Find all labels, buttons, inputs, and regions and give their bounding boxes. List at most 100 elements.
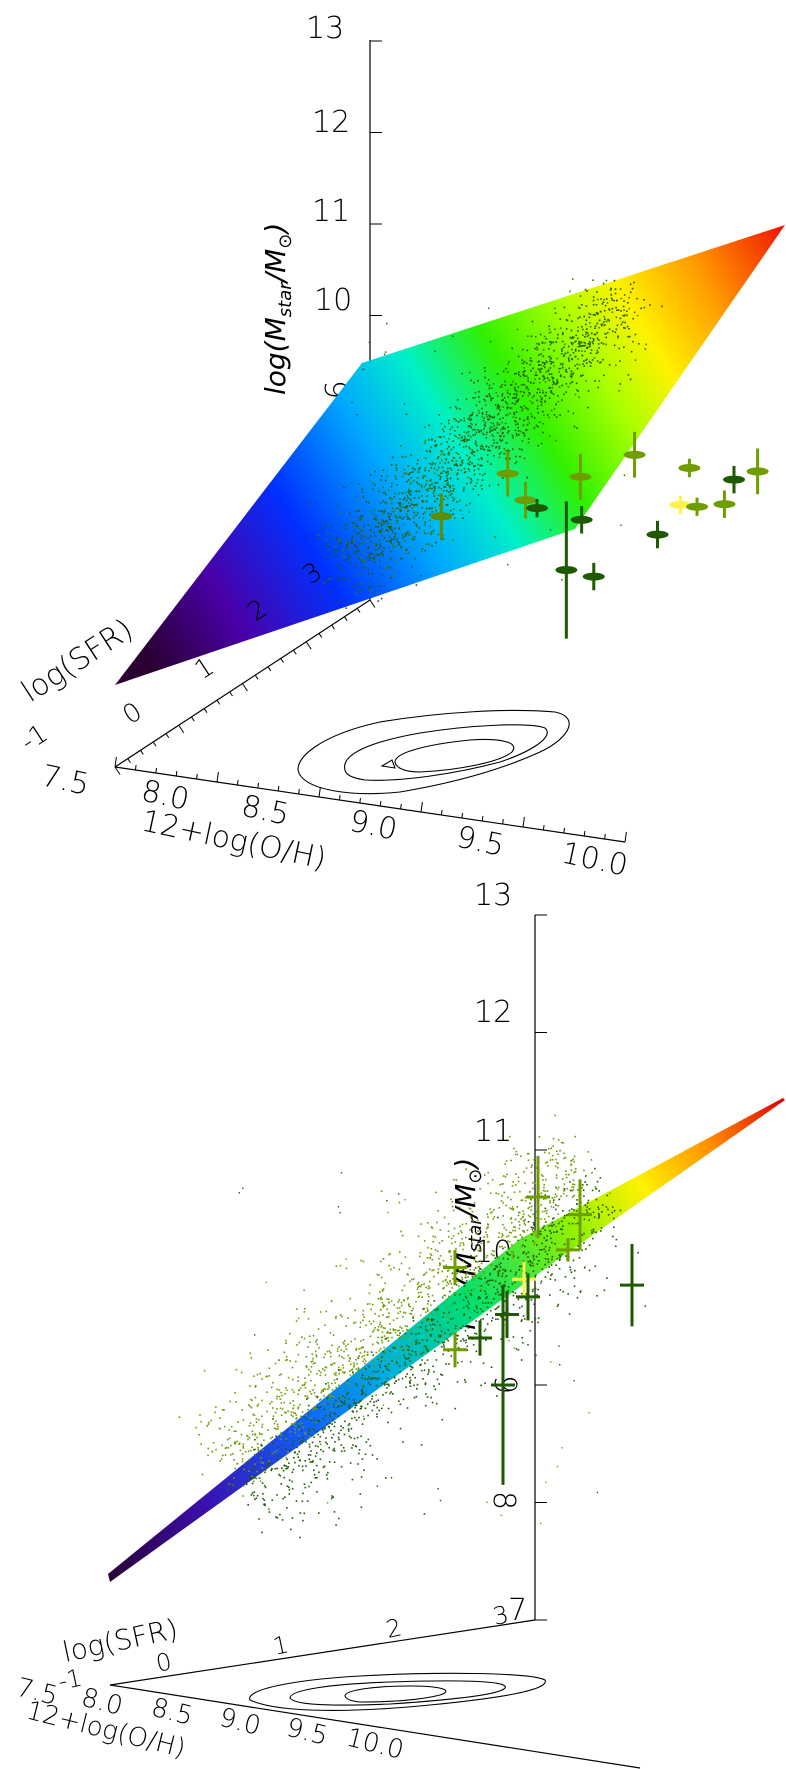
galaxy-dot xyxy=(617,336,619,339)
galaxy-dot xyxy=(299,1440,302,1443)
galaxy-dot xyxy=(376,1413,378,1415)
galaxy-dot xyxy=(340,538,342,540)
galaxy-dot xyxy=(561,1447,563,1449)
galaxy-dot xyxy=(391,482,393,485)
galaxy-dot xyxy=(456,1338,458,1340)
galaxy-dot xyxy=(278,1389,281,1391)
galaxy-dot xyxy=(556,1188,559,1191)
galaxy-dot xyxy=(465,445,467,448)
galaxy-dot xyxy=(378,1349,381,1352)
galaxy-dot xyxy=(526,418,528,420)
galaxy-dot xyxy=(552,380,554,383)
galaxy-dot xyxy=(323,1395,325,1397)
galaxy-dot xyxy=(619,383,622,385)
galaxy-dot xyxy=(328,1397,331,1399)
galaxy-dot xyxy=(515,401,518,403)
galaxy-dot xyxy=(403,497,406,499)
galaxy-dot xyxy=(368,587,370,590)
galaxy-dot xyxy=(502,406,504,408)
galaxy-dot xyxy=(305,1417,308,1420)
galaxy-dot xyxy=(449,477,452,480)
galaxy-dot xyxy=(469,1269,471,1271)
galaxy-dot xyxy=(353,530,356,532)
galaxy-dot xyxy=(589,341,591,344)
galaxy-dot xyxy=(338,1384,340,1387)
galaxy-dot xyxy=(341,1401,343,1403)
galaxy-dot xyxy=(237,1421,239,1423)
galaxy-dot xyxy=(400,1301,403,1304)
galaxy-dot xyxy=(422,513,425,515)
galaxy-dot xyxy=(484,400,487,402)
galaxy-dot xyxy=(427,1222,429,1224)
galaxy-dot xyxy=(396,1329,399,1332)
galaxy-dot xyxy=(485,411,488,413)
galaxy-dot xyxy=(230,1444,232,1447)
galaxy-dot xyxy=(441,428,444,431)
galaxy-dot xyxy=(430,1318,433,1321)
galaxy-dot xyxy=(480,1249,482,1252)
galaxy-dot xyxy=(588,316,591,319)
galaxy-dot xyxy=(306,1414,308,1417)
galaxy-dot xyxy=(361,1392,363,1395)
galaxy-dot xyxy=(552,393,555,395)
galaxy-dot xyxy=(474,433,477,436)
galaxy-dot xyxy=(454,434,456,437)
galaxy-dot xyxy=(434,444,436,447)
galaxy-dot xyxy=(329,1355,332,1358)
oh-tick-label: 9.5 xyxy=(453,820,507,864)
galaxy-dot xyxy=(419,1252,422,1254)
galaxy-dot xyxy=(404,532,406,535)
galaxy-dot xyxy=(327,1384,330,1387)
galaxy-dot xyxy=(457,421,460,423)
galaxy-dot xyxy=(414,1351,417,1353)
galaxy-dot xyxy=(418,496,420,499)
galaxy-dot xyxy=(405,1328,408,1331)
galaxy-dot xyxy=(311,1441,314,1444)
galaxy-dot xyxy=(421,501,424,503)
galaxy-dot xyxy=(533,427,536,429)
galaxy-dot xyxy=(350,1363,352,1366)
galaxy-dot xyxy=(527,377,529,379)
galaxy-dot xyxy=(355,1358,357,1361)
galaxy-dot xyxy=(212,1442,215,1444)
galaxy-dot xyxy=(489,431,491,433)
galaxy-dot xyxy=(517,1214,520,1217)
galaxy-dot xyxy=(371,1395,374,1397)
galaxy-dot xyxy=(387,1340,390,1342)
galaxy-dot xyxy=(383,537,386,539)
galaxy-dot xyxy=(341,1401,344,1403)
galaxy-dot xyxy=(312,1460,314,1462)
galaxy-dot xyxy=(378,1364,381,1366)
galaxy-dot xyxy=(529,381,532,384)
galaxy-dot xyxy=(410,1365,412,1368)
galaxy-dot xyxy=(416,1288,419,1290)
galaxy-dot xyxy=(389,1323,391,1325)
galaxy-dot xyxy=(588,340,591,343)
galaxy-dot xyxy=(514,1184,517,1186)
galaxy-dot xyxy=(344,528,347,530)
galaxy-dot xyxy=(364,1368,367,1370)
galaxy-dot xyxy=(350,518,352,520)
galaxy-dot xyxy=(219,1460,222,1462)
galaxy-dot xyxy=(333,549,336,551)
galaxy-dot xyxy=(301,1500,304,1503)
galaxy-dot xyxy=(363,1355,366,1357)
galaxy-dot xyxy=(477,1249,479,1252)
galaxy-dot xyxy=(510,384,513,386)
galaxy-dot xyxy=(452,446,455,449)
galaxy-dot xyxy=(273,1427,276,1429)
galaxy-dot xyxy=(378,531,381,533)
galaxy-dot xyxy=(466,1272,468,1274)
galaxy-dot xyxy=(434,1339,436,1342)
galaxy-dot xyxy=(365,562,367,565)
galaxy-dot xyxy=(587,334,590,336)
galaxy-dot xyxy=(548,397,551,399)
galaxy-dot xyxy=(434,482,436,484)
galaxy-dot xyxy=(550,1147,552,1150)
galaxy-dot xyxy=(223,1409,225,1411)
galaxy-dot xyxy=(526,429,529,431)
galaxy-dot xyxy=(284,1411,286,1414)
galaxy-dot xyxy=(485,1339,487,1341)
galaxy-dot xyxy=(351,1447,353,1449)
